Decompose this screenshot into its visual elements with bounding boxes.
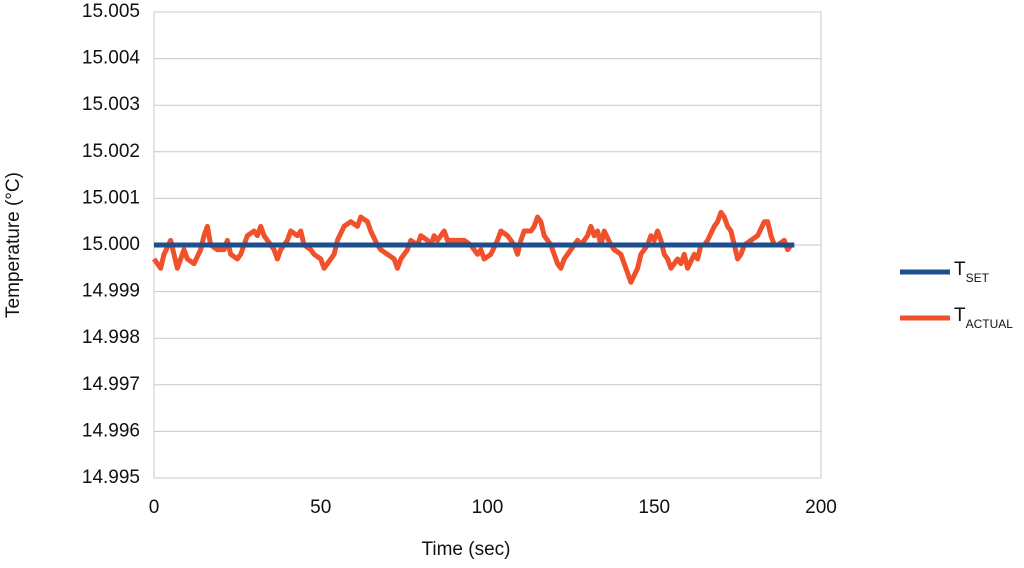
x-tick-label: 0 [149, 497, 160, 518]
x-tick-label: 100 [472, 497, 504, 518]
y-tick-label: 15.004 [82, 48, 141, 69]
y-tick-label: 15.002 [82, 141, 140, 162]
y-tick-label: 15.000 [82, 234, 140, 255]
y-axis-title: Temperature (°C) [3, 172, 24, 318]
legend-subscript: SET [966, 271, 990, 285]
y-tick-label: 14.997 [82, 374, 140, 395]
legend-name: T [954, 305, 966, 326]
x-tick-label: 50 [310, 497, 331, 518]
series-line [151, 209, 794, 285]
x-tick-label: 150 [638, 497, 670, 518]
legend-name: T [954, 259, 966, 280]
x-axis-title: Time (sec) [421, 539, 510, 560]
legend-subscript: ACTUAL [966, 317, 1014, 331]
y-tick-label: 15.005 [82, 1, 140, 22]
y-tick-label: 14.999 [82, 281, 140, 302]
legend-label: TSET [954, 259, 990, 285]
y-tick-label: 14.995 [82, 467, 140, 488]
x-tick-label: 200 [805, 497, 837, 518]
y-tick-label: 15.001 [82, 187, 140, 208]
y-tick-label: 14.998 [82, 327, 140, 348]
y-tick-label: 15.003 [82, 94, 140, 115]
y-tick-label: 14.996 [82, 420, 140, 441]
legend-label: TACTUAL [954, 305, 1013, 331]
